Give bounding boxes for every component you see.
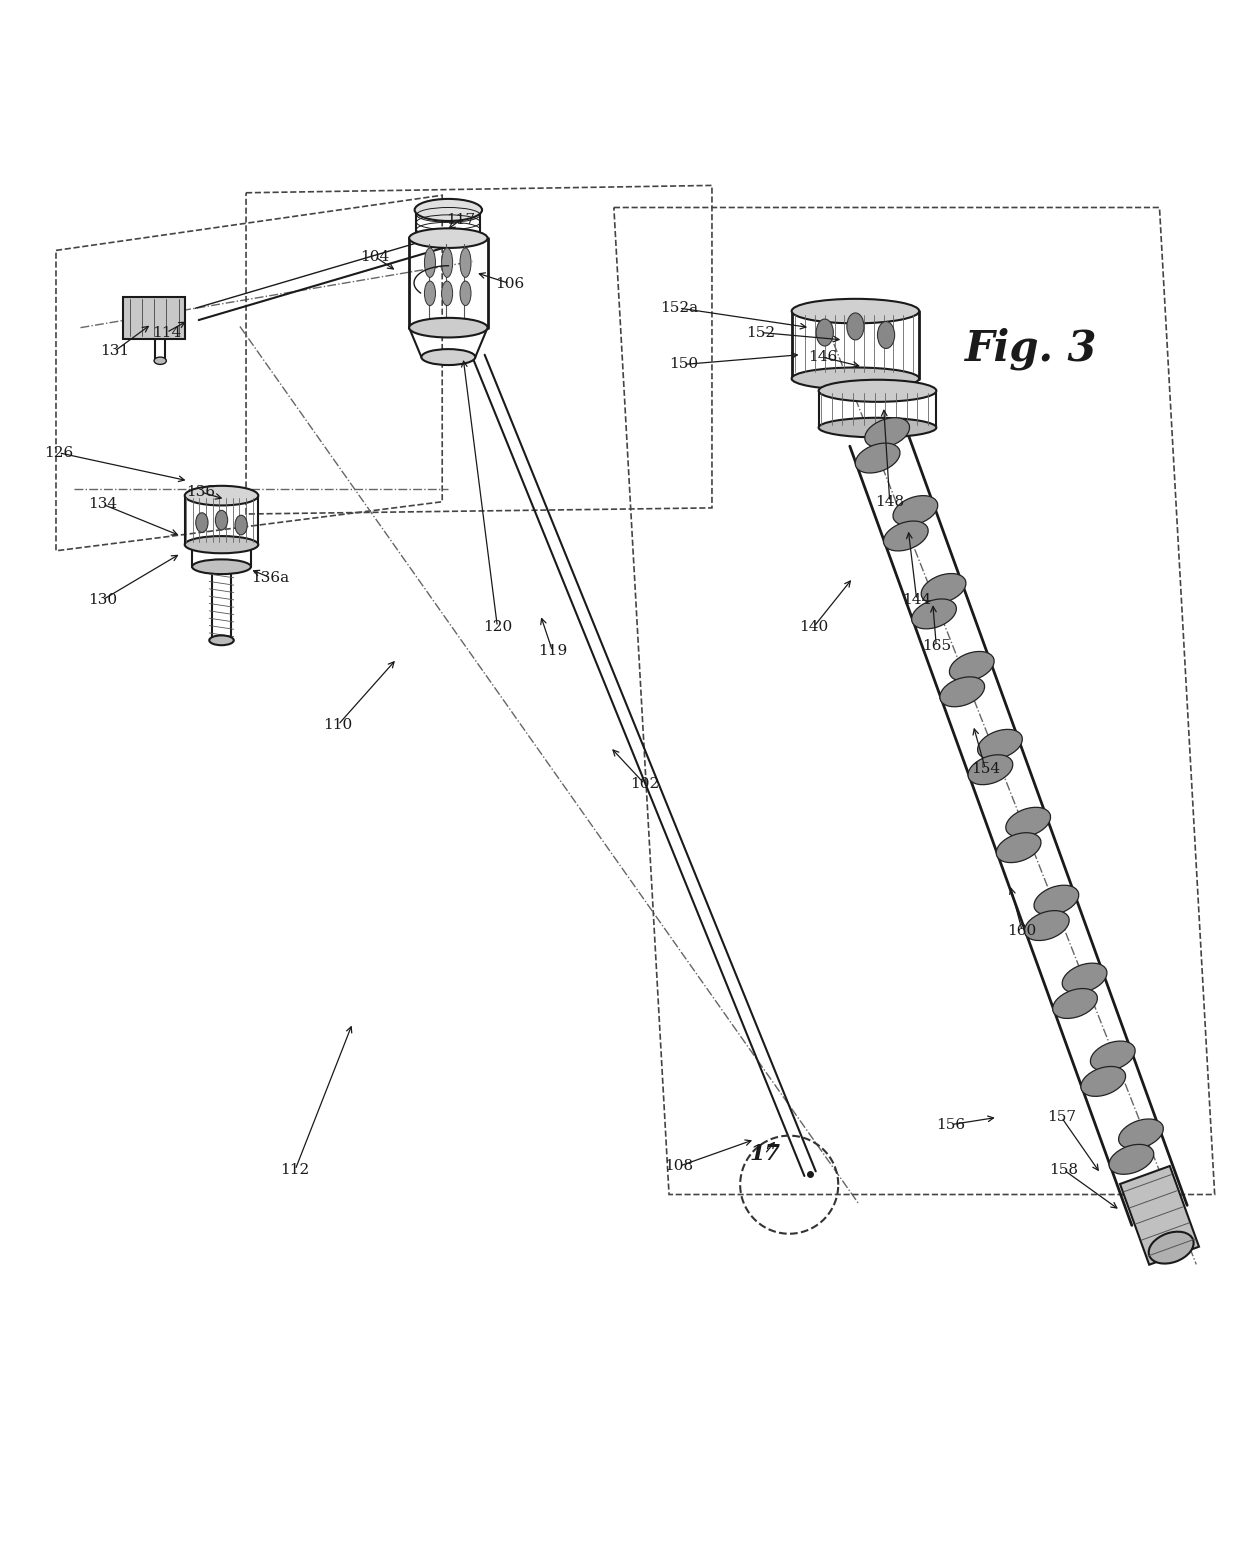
Ellipse shape bbox=[1024, 910, 1069, 941]
Text: 160: 160 bbox=[1008, 924, 1037, 938]
Text: 157: 157 bbox=[1047, 1111, 1076, 1125]
Ellipse shape bbox=[441, 281, 453, 306]
Ellipse shape bbox=[1034, 886, 1079, 915]
Text: 108: 108 bbox=[665, 1159, 693, 1173]
Text: 152a: 152a bbox=[660, 301, 698, 315]
Ellipse shape bbox=[1118, 1119, 1163, 1150]
Text: 154: 154 bbox=[971, 762, 999, 776]
Ellipse shape bbox=[968, 755, 1013, 785]
Ellipse shape bbox=[818, 380, 936, 401]
Ellipse shape bbox=[847, 313, 864, 339]
Ellipse shape bbox=[996, 833, 1042, 863]
Ellipse shape bbox=[424, 281, 435, 306]
Ellipse shape bbox=[185, 535, 258, 554]
Ellipse shape bbox=[409, 228, 487, 248]
Ellipse shape bbox=[192, 560, 250, 574]
Text: 130: 130 bbox=[88, 593, 117, 606]
Text: 152: 152 bbox=[746, 326, 775, 339]
Text: 104: 104 bbox=[360, 250, 389, 264]
Ellipse shape bbox=[1148, 1231, 1194, 1264]
Text: 136: 136 bbox=[186, 485, 216, 498]
Text: 150: 150 bbox=[670, 358, 698, 372]
Ellipse shape bbox=[460, 248, 471, 278]
Ellipse shape bbox=[791, 367, 919, 389]
Text: 114: 114 bbox=[151, 326, 181, 339]
Ellipse shape bbox=[409, 318, 487, 338]
Text: 140: 140 bbox=[799, 620, 828, 634]
Ellipse shape bbox=[154, 356, 166, 364]
Ellipse shape bbox=[441, 248, 453, 278]
Text: 144: 144 bbox=[901, 593, 931, 606]
Text: 17: 17 bbox=[749, 1143, 780, 1165]
Text: 134: 134 bbox=[88, 497, 117, 511]
Text: 165: 165 bbox=[921, 639, 951, 653]
Text: 156: 156 bbox=[936, 1117, 966, 1131]
Text: 126: 126 bbox=[43, 446, 73, 460]
Ellipse shape bbox=[878, 321, 894, 349]
Text: 112: 112 bbox=[280, 1163, 310, 1177]
Ellipse shape bbox=[1109, 1145, 1153, 1174]
Ellipse shape bbox=[911, 599, 956, 630]
Ellipse shape bbox=[1081, 1066, 1126, 1097]
Ellipse shape bbox=[921, 574, 966, 603]
Ellipse shape bbox=[216, 511, 228, 529]
Ellipse shape bbox=[1006, 807, 1050, 838]
Text: 120: 120 bbox=[482, 620, 512, 634]
Text: 146: 146 bbox=[807, 350, 837, 364]
Ellipse shape bbox=[856, 443, 900, 474]
Text: 117: 117 bbox=[446, 213, 475, 227]
Text: 158: 158 bbox=[1049, 1163, 1079, 1177]
Text: 106: 106 bbox=[495, 276, 525, 290]
Ellipse shape bbox=[414, 199, 482, 221]
Text: 148: 148 bbox=[875, 495, 904, 509]
Ellipse shape bbox=[791, 299, 919, 324]
Text: 102: 102 bbox=[630, 776, 660, 790]
Ellipse shape bbox=[422, 349, 475, 366]
Polygon shape bbox=[1120, 1167, 1199, 1265]
Ellipse shape bbox=[950, 651, 994, 682]
Ellipse shape bbox=[816, 319, 833, 346]
Ellipse shape bbox=[236, 515, 247, 535]
Ellipse shape bbox=[460, 281, 471, 306]
Ellipse shape bbox=[1063, 963, 1107, 994]
Ellipse shape bbox=[424, 248, 435, 278]
Ellipse shape bbox=[210, 636, 234, 645]
Ellipse shape bbox=[893, 495, 937, 526]
Ellipse shape bbox=[1053, 989, 1097, 1018]
Ellipse shape bbox=[977, 730, 1022, 759]
Text: 131: 131 bbox=[100, 344, 129, 358]
Text: Fig. 3: Fig. 3 bbox=[965, 327, 1097, 370]
Ellipse shape bbox=[196, 512, 208, 532]
Ellipse shape bbox=[883, 522, 929, 551]
Ellipse shape bbox=[1090, 1042, 1135, 1071]
Ellipse shape bbox=[185, 486, 258, 506]
Ellipse shape bbox=[864, 418, 910, 447]
Ellipse shape bbox=[940, 677, 985, 707]
Polygon shape bbox=[124, 296, 185, 338]
Text: 136a: 136a bbox=[252, 571, 290, 585]
Text: 119: 119 bbox=[538, 645, 567, 659]
Text: 110: 110 bbox=[324, 717, 352, 731]
Ellipse shape bbox=[818, 418, 936, 437]
